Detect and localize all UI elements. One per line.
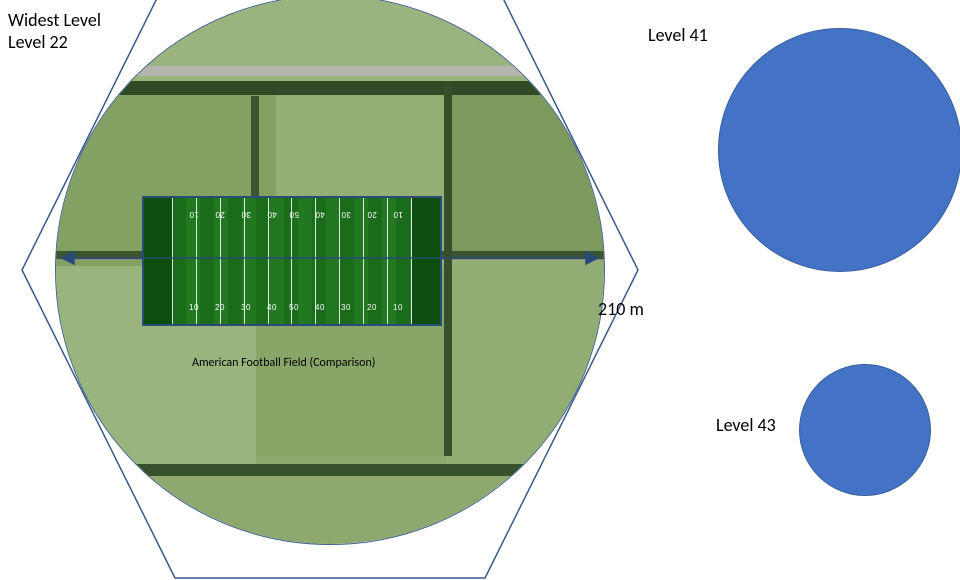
widest-level-line2: Level 22 (8, 32, 101, 54)
widest-level-line1: Widest Level (8, 10, 101, 32)
width-measurement: 210 m (598, 298, 644, 320)
level43-label: Level 43 (716, 414, 776, 436)
level41-label: Level 41 (648, 24, 708, 46)
football-caption: American Football Field (Comparison) (192, 356, 375, 370)
circle-level41 (718, 28, 960, 272)
widest-level-label: Widest Level Level 22 (8, 10, 101, 53)
circle-level43 (799, 364, 931, 496)
